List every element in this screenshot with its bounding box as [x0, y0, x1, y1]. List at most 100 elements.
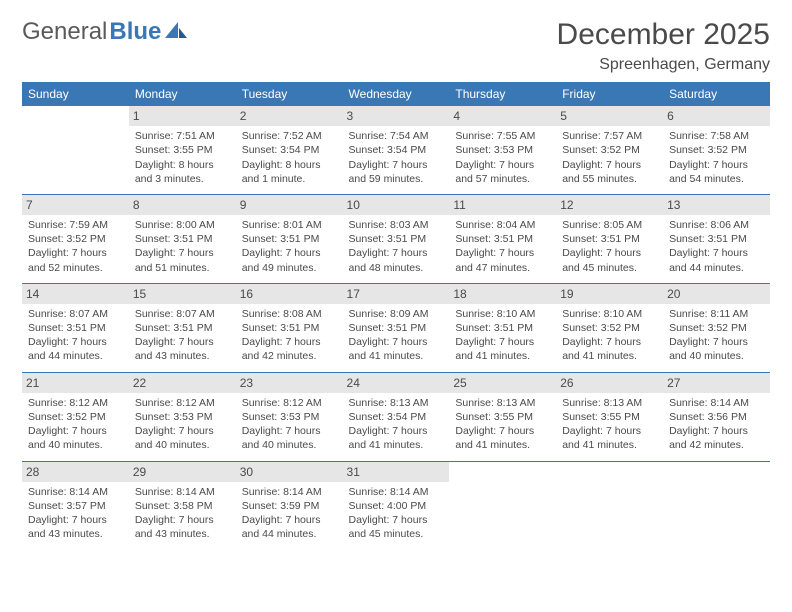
calendar-cell: 15Sunrise: 8:07 AMSunset: 3:51 PMDayligh… — [129, 283, 236, 372]
title-block: December 2025 Spreenhagen, Germany — [557, 18, 770, 74]
sunrise-text: Sunrise: 8:13 AM — [562, 396, 657, 410]
calendar-cell: 7Sunrise: 7:59 AMSunset: 3:52 PMDaylight… — [22, 194, 129, 283]
weekday-header: Friday — [556, 82, 663, 106]
calendar-cell: 6 Sunrise: 7:58 AMSunset: 3:52 PMDaylight… — [663, 106, 770, 194]
day-number: 5 — [556, 106, 663, 126]
calendar-cell: 4Sunrise: 7:55 AMSunset: 3:53 PMDaylight… — [449, 106, 556, 194]
calendar-table: Sunday Monday Tuesday Wednesday Thursday… — [22, 82, 770, 549]
sunset-text: Sunset: 3:51 PM — [562, 232, 657, 246]
calendar-cell: 9Sunrise: 8:01 AMSunset: 3:51 PMDaylight… — [236, 194, 343, 283]
calendar-cell: 27Sunrise: 8:14 AMSunset: 3:56 PMDayligh… — [663, 372, 770, 461]
sunset-text: Sunset: 3:51 PM — [242, 321, 337, 335]
sunrise-text: Sunrise: 8:12 AM — [242, 396, 337, 410]
daylight-text: Daylight: 7 hours and 45 minutes. — [562, 246, 657, 274]
sunset-text: Sunset: 3:51 PM — [135, 321, 230, 335]
daylight-text: Daylight: 7 hours and 59 minutes. — [349, 158, 444, 186]
day-number: 23 — [236, 373, 343, 393]
sunrise-text: Sunrise: 8:12 AM — [135, 396, 230, 410]
calendar-cell: 22Sunrise: 8:12 AMSunset: 3:53 PMDayligh… — [129, 372, 236, 461]
day-number: 16 — [236, 284, 343, 304]
calendar-cell: 13Sunrise: 8:06 AMSunset: 3:51 PMDayligh… — [663, 194, 770, 283]
day-number: 22 — [129, 373, 236, 393]
sunrise-text: Sunrise: 8:13 AM — [455, 396, 550, 410]
daylight-text: Daylight: 7 hours and 47 minutes. — [455, 246, 550, 274]
sunset-text: Sunset: 3:55 PM — [562, 410, 657, 424]
daylight-text: Daylight: 8 hours and 3 minutes. — [135, 158, 230, 186]
day-number: 14 — [22, 284, 129, 304]
sunset-text: Sunset: 3:52 PM — [669, 321, 764, 335]
sunrise-text: Sunrise: 8:09 AM — [349, 307, 444, 321]
calendar-cell: 16Sunrise: 8:08 AMSunset: 3:51 PMDayligh… — [236, 283, 343, 372]
day-number: 15 — [129, 284, 236, 304]
sunrise-text: Sunrise: 8:01 AM — [242, 218, 337, 232]
daylight-text: Daylight: 7 hours and 49 minutes. — [242, 246, 337, 274]
calendar-cell: 20Sunrise: 8:11 AMSunset: 3:52 PMDayligh… — [663, 283, 770, 372]
day-number: 17 — [343, 284, 450, 304]
daylight-text: Daylight: 7 hours and 43 minutes. — [135, 513, 230, 541]
day-number: 29 — [129, 462, 236, 482]
day-number: 6 — [663, 106, 770, 126]
sunset-text: Sunset: 3:54 PM — [242, 143, 337, 157]
sunrise-text: Sunrise: 8:00 AM — [135, 218, 230, 232]
daylight-text: Daylight: 7 hours and 44 minutes. — [669, 246, 764, 274]
calendar-cell: 2Sunrise: 7:52 AMSunset: 3:54 PMDaylight… — [236, 106, 343, 194]
calendar-cell: 26Sunrise: 8:13 AMSunset: 3:55 PMDayligh… — [556, 372, 663, 461]
sunset-text: Sunset: 3:52 PM — [562, 143, 657, 157]
calendar-cell: 31Sunrise: 8:14 AMSunset: 4:00 PMDayligh… — [343, 461, 450, 549]
day-number: 18 — [449, 284, 556, 304]
day-number: 7 — [22, 195, 129, 215]
daylight-text: Daylight: 7 hours and 41 minutes. — [349, 424, 444, 452]
sunrise-text: Sunrise: 8:13 AM — [349, 396, 444, 410]
sunset-text: Sunset: 3:57 PM — [28, 499, 123, 513]
day-number: 1 — [129, 106, 236, 126]
daylight-text: Daylight: 7 hours and 44 minutes. — [28, 335, 123, 363]
sunset-text: Sunset: 3:51 PM — [455, 232, 550, 246]
calendar-cell: 8Sunrise: 8:00 AMSunset: 3:51 PMDaylight… — [129, 194, 236, 283]
sunset-text: Sunset: 3:59 PM — [242, 499, 337, 513]
sunrise-text: Sunrise: 8:12 AM — [28, 396, 123, 410]
day-number: 2 — [236, 106, 343, 126]
month-title: December 2025 — [557, 18, 770, 52]
sunset-text: Sunset: 3:51 PM — [28, 321, 123, 335]
calendar-cell: 1Sunrise: 7:51 AMSunset: 3:55 PMDaylight… — [129, 106, 236, 194]
sunrise-text: Sunrise: 8:14 AM — [669, 396, 764, 410]
calendar-cell — [449, 461, 556, 549]
daylight-text: Daylight: 7 hours and 52 minutes. — [28, 246, 123, 274]
daylight-text: Daylight: 7 hours and 48 minutes. — [349, 246, 444, 274]
sunrise-text: Sunrise: 8:14 AM — [349, 485, 444, 499]
day-number: 8 — [129, 195, 236, 215]
logo: GeneralBlue — [22, 18, 187, 46]
sunset-text: Sunset: 3:53 PM — [455, 143, 550, 157]
daylight-text: Daylight: 7 hours and 54 minutes. — [669, 158, 764, 186]
weekday-header: Monday — [129, 82, 236, 106]
sunrise-text: Sunrise: 7:58 AM — [669, 129, 764, 143]
sunset-text: Sunset: 3:54 PM — [349, 410, 444, 424]
day-number: 20 — [663, 284, 770, 304]
day-number: 10 — [343, 195, 450, 215]
sunrise-text: Sunrise: 8:04 AM — [455, 218, 550, 232]
sunset-text: Sunset: 4:00 PM — [349, 499, 444, 513]
sunrise-text: Sunrise: 8:10 AM — [455, 307, 550, 321]
day-number: 19 — [556, 284, 663, 304]
sunset-text: Sunset: 3:54 PM — [349, 143, 444, 157]
daylight-text: Daylight: 7 hours and 42 minutes. — [242, 335, 337, 363]
sunset-text: Sunset: 3:56 PM — [669, 410, 764, 424]
calendar-cell: 11Sunrise: 8:04 AMSunset: 3:51 PMDayligh… — [449, 194, 556, 283]
sunrise-text: Sunrise: 8:11 AM — [669, 307, 764, 321]
daylight-text: Daylight: 7 hours and 57 minutes. — [455, 158, 550, 186]
calendar-row: 14Sunrise: 8:07 AMSunset: 3:51 PMDayligh… — [22, 283, 770, 372]
day-number: 31 — [343, 462, 450, 482]
calendar-body: 1Sunrise: 7:51 AMSunset: 3:55 PMDaylight… — [22, 106, 770, 549]
calendar-cell: 18Sunrise: 8:10 AMSunset: 3:51 PMDayligh… — [449, 283, 556, 372]
calendar-cell: 10Sunrise: 8:03 AMSunset: 3:51 PMDayligh… — [343, 194, 450, 283]
calendar-cell — [22, 106, 129, 194]
daylight-text: Daylight: 7 hours and 40 minutes. — [135, 424, 230, 452]
daylight-text: Daylight: 7 hours and 41 minutes. — [562, 335, 657, 363]
sunrise-text: Sunrise: 7:59 AM — [28, 218, 123, 232]
weekday-header: Saturday — [663, 82, 770, 106]
sunrise-text: Sunrise: 8:06 AM — [669, 218, 764, 232]
daylight-text: Daylight: 8 hours and 1 minute. — [242, 158, 337, 186]
calendar-cell: 3Sunrise: 7:54 AMSunset: 3:54 PMDaylight… — [343, 106, 450, 194]
sunrise-text: Sunrise: 8:14 AM — [28, 485, 123, 499]
sunset-text: Sunset: 3:52 PM — [669, 143, 764, 157]
